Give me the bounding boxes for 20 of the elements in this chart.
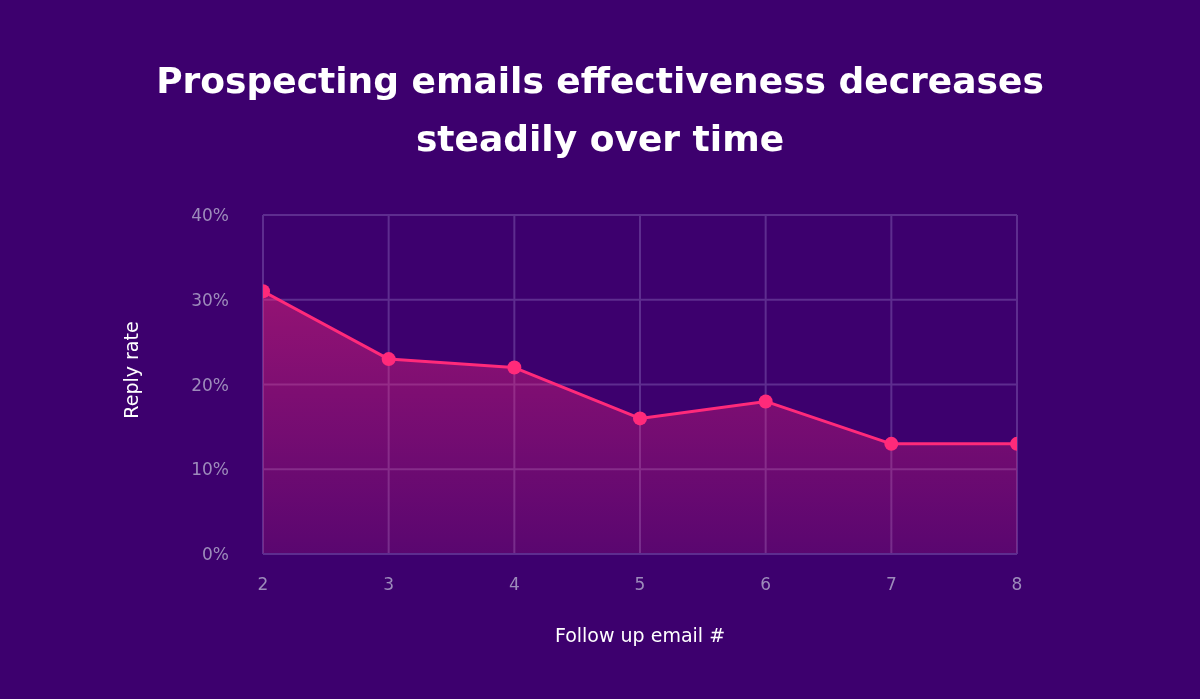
chart-title: Prospecting emails effectiveness decreases steadily over time <box>155 59 1045 161</box>
y-tick-label: 30% <box>191 289 229 310</box>
x-tick-label: 3 <box>383 574 395 595</box>
point <box>758 394 773 409</box>
y-axis-title: Reply rate <box>120 321 142 419</box>
point <box>381 352 396 367</box>
point <box>507 360 522 375</box>
x-tick-label: 4 <box>508 574 520 595</box>
x-tick-label: 5 <box>634 574 646 595</box>
x-tick-label: 6 <box>760 574 772 595</box>
x-tick-label: 2 <box>257 574 269 595</box>
point <box>633 411 647 426</box>
y-tick-label: 0% <box>202 544 229 565</box>
point <box>884 436 899 451</box>
y-tick-label: 40% <box>191 205 229 226</box>
x-axis-title: Follow up email # <box>553 624 727 646</box>
x-tick-label: 7 <box>885 574 897 595</box>
y-tick-label: 20% <box>191 374 229 395</box>
x-tick-label: 8 <box>1011 574 1023 595</box>
y-tick-label: 10% <box>191 459 229 480</box>
